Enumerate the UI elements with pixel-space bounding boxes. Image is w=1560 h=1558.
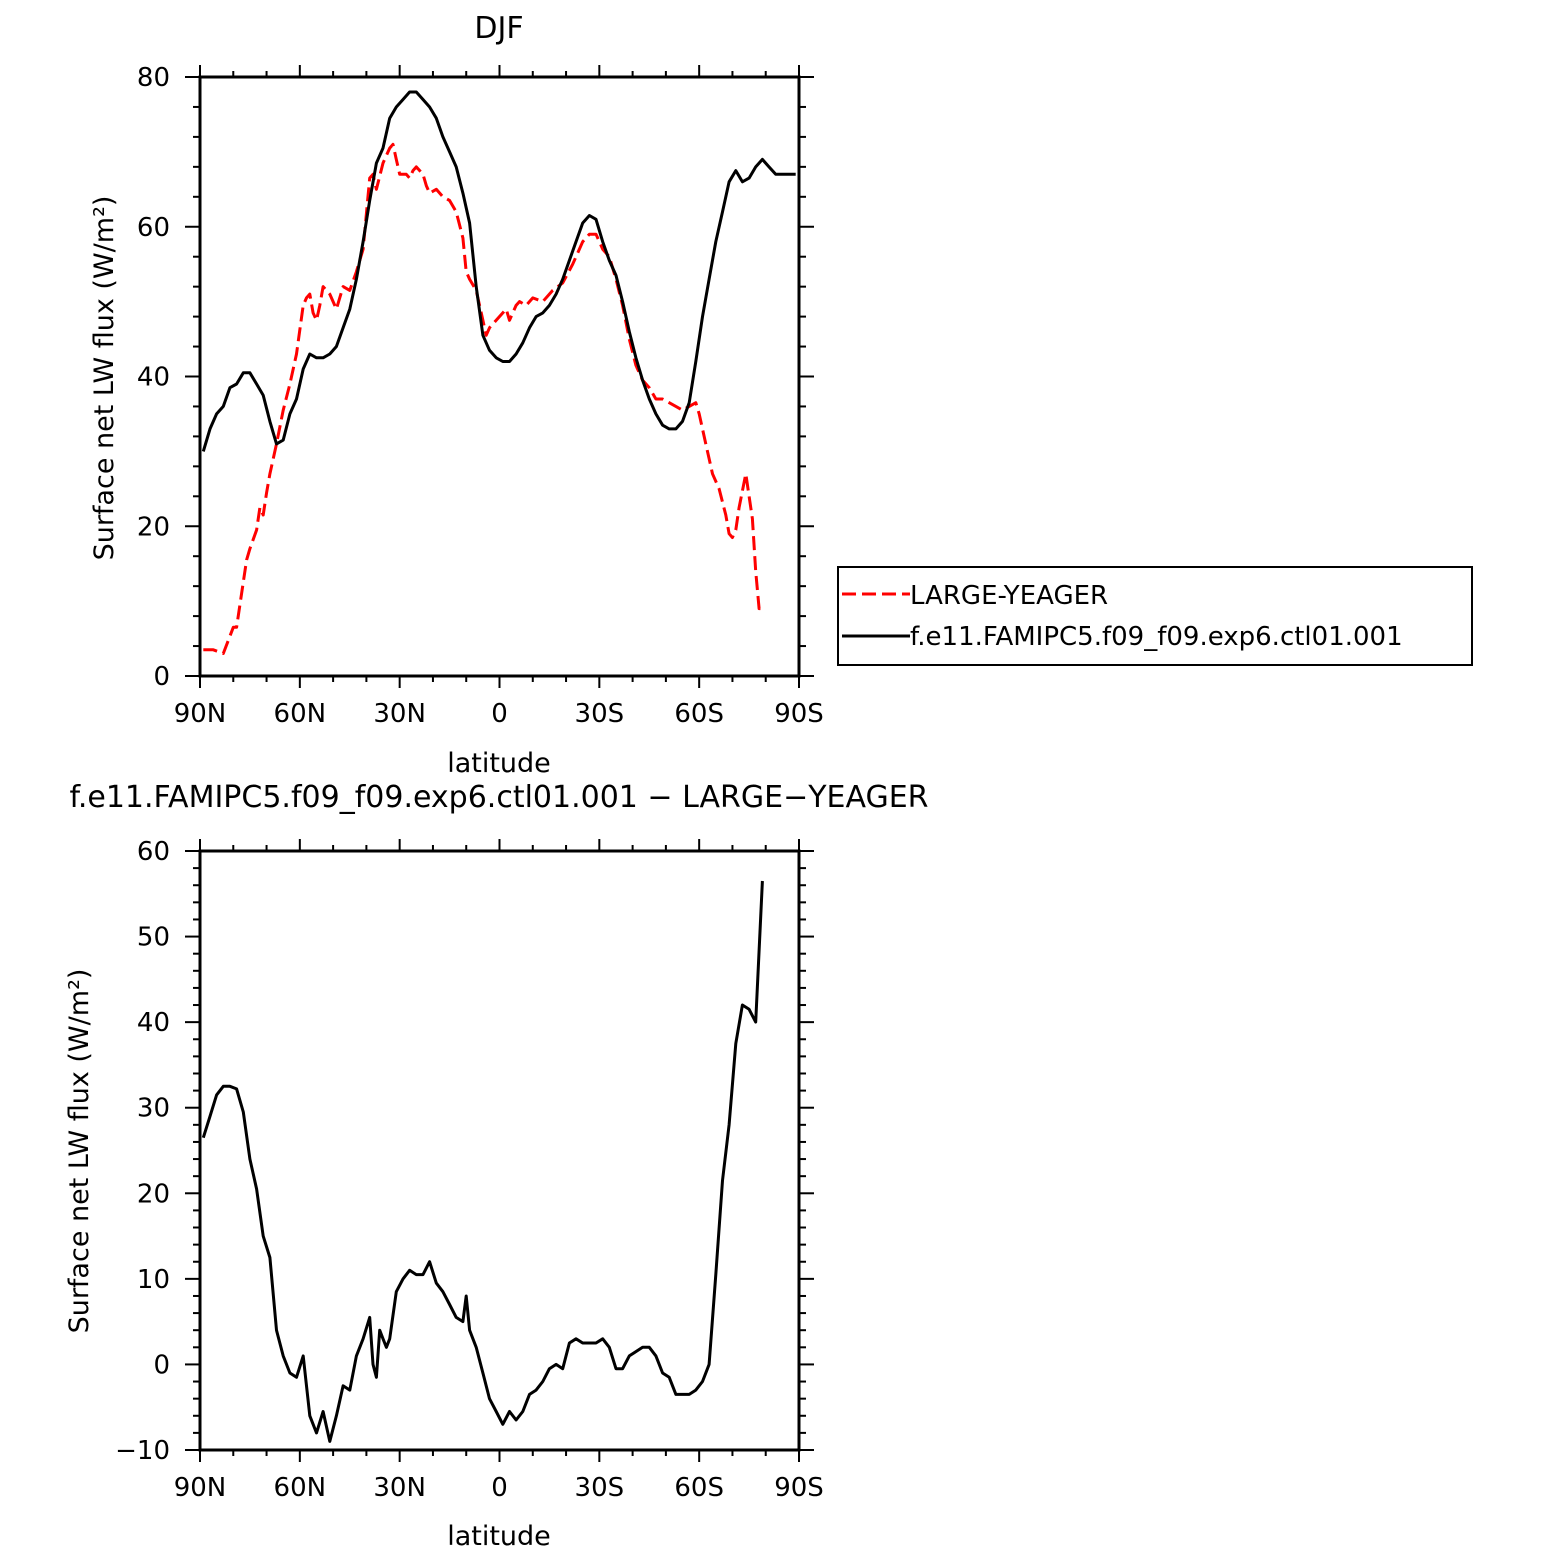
bottom-xtick-label: 90S <box>774 1473 824 1503</box>
bottom-ytick-label: 50 <box>137 923 170 953</box>
top-ytick-label: 80 <box>137 63 170 93</box>
bottom-xtick-label: 30S <box>575 1473 625 1503</box>
top-chart: DJF 90N 60N 30N 0 30S 60S 90S 0 20 40 60 80 latitu… <box>89 11 824 779</box>
top-ytick-label: 0 <box>153 662 170 692</box>
bottom-chart-ticks <box>185 839 814 1462</box>
top-chart-frame <box>198 75 801 678</box>
bottom-ytick-label: −10 <box>115 1436 170 1466</box>
top-xtick-label: 0 <box>491 699 508 729</box>
bottom-xtick-label: 60N <box>274 1473 327 1503</box>
top-chart-y-tick-labels: 0 20 40 60 80 <box>137 63 170 692</box>
bottom-chart-frame <box>198 849 801 1452</box>
bottom-chart-x-axis-label: latitude <box>447 1521 551 1552</box>
bottom-chart-y-tick-labels: −10 0 10 20 30 40 50 60 <box>115 837 170 1466</box>
top-chart-x-tick-labels: 90N 60N 30N 0 30S 60S 90S <box>174 699 824 729</box>
bottom-ytick-label: 30 <box>137 1094 170 1124</box>
bottom-chart: f.e11.FAMIPC5.f09_f09.exp6.ctl01.001 − L… <box>64 780 929 1552</box>
bottom-chart-y-axis-label: Surface net LW flux (W/m²) <box>64 969 95 1334</box>
bottom-ytick-label: 60 <box>137 837 170 867</box>
bottom-chart-x-tick-labels: 90N 60N 30N 0 30S 60S 90S <box>174 1473 824 1503</box>
top-chart-y-axis-label: Surface net LW flux (W/m²) <box>89 196 120 561</box>
top-ytick-label: 60 <box>137 213 170 243</box>
bottom-series-line-0 <box>201 880 764 1443</box>
bottom-xtick-label: 90N <box>174 1473 227 1503</box>
bottom-xtick-label: 0 <box>491 1473 508 1503</box>
bottom-chart-series <box>201 880 764 1443</box>
bottom-xtick-label: 60S <box>674 1473 724 1503</box>
bottom-xtick-label: 30N <box>373 1473 426 1503</box>
bottom-chart-title: f.e11.FAMIPC5.f09_f09.exp6.ctl01.001 − L… <box>69 780 928 815</box>
top-xtick-label: 90S <box>774 699 824 729</box>
top-chart-series <box>201 90 796 655</box>
top-chart-ticks <box>185 65 814 688</box>
bottom-ytick-label: 0 <box>153 1350 170 1380</box>
legend-box <box>837 566 1473 666</box>
top-xtick-label: 30S <box>575 699 625 729</box>
top-chart-title: DJF <box>474 11 523 46</box>
top-series-line-0 <box>203 142 763 655</box>
top-ytick-label: 40 <box>137 363 170 393</box>
top-chart-x-axis-label: latitude <box>447 748 551 779</box>
bottom-ytick-label: 20 <box>137 1179 170 1209</box>
top-xtick-label: 30N <box>373 699 426 729</box>
top-series-line-1 <box>201 90 796 452</box>
top-xtick-label: 60S <box>674 699 724 729</box>
bottom-ytick-label: 40 <box>137 1008 170 1038</box>
bottom-ytick-label: 10 <box>137 1265 170 1295</box>
legend-label-model: f.e11.FAMIPC5.f09_f09.exp6.ctl01.001 <box>910 622 1403 652</box>
legend-label-large-yeager: LARGE-YEAGER <box>910 581 1108 611</box>
top-ytick-label: 20 <box>137 512 170 542</box>
top-xtick-label: 90N <box>174 699 227 729</box>
top-xtick-label: 60N <box>274 699 327 729</box>
legend: LARGE-YEAGER f.e11.FAMIPC5.f09_f09.exp6.… <box>837 566 1473 666</box>
